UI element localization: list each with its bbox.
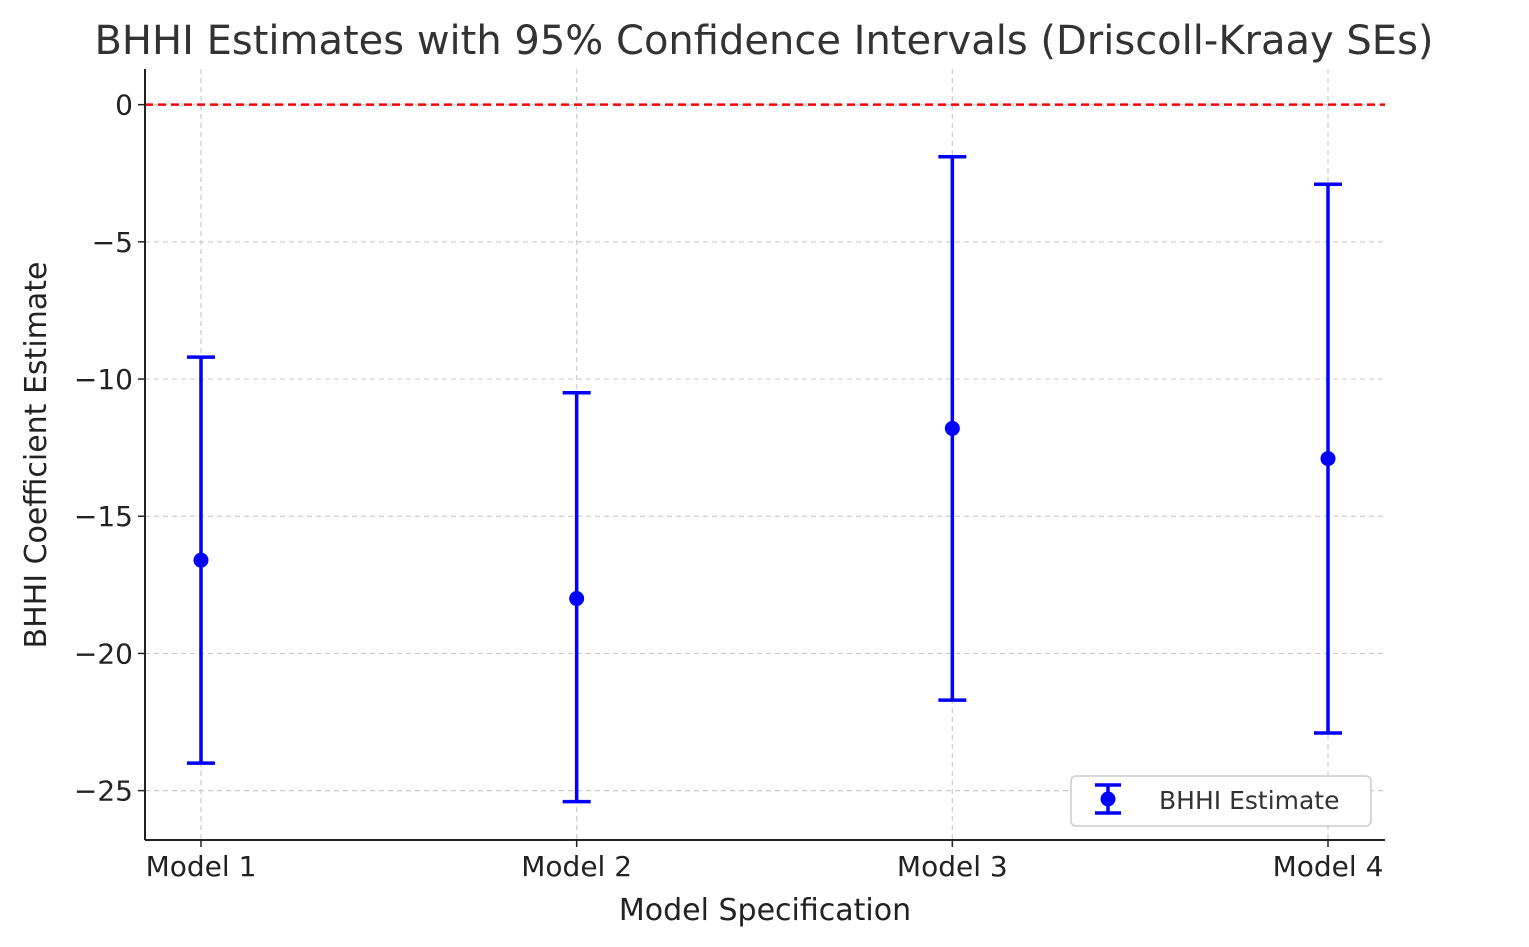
tick-layer: 0 −5 −10 −15 −20 −25 Model 1 Model 2 Model 3 Mode… [74,89,1383,883]
grid-lines [145,69,1385,840]
x-tick-label: Model 4 [1273,850,1384,883]
data-point [569,591,585,607]
chart-title: BHHI Estimates with 95% Confidence Inter… [94,18,1433,64]
data-point [193,552,209,568]
y-tick-label: −10 [74,363,133,396]
legend-marker-icon [1095,783,1121,815]
x-tick-label: Model 3 [897,850,1008,883]
data-point [1320,451,1336,467]
y-tick-label: 0 [115,89,133,122]
x-axis-title: Model Specification [619,893,911,928]
y-tick-label: −15 [74,500,133,533]
data-layer [187,155,1342,804]
y-tick-label: −5 [92,226,133,259]
x-tick-label: Model 1 [146,850,257,883]
x-tick-label: Model 2 [521,850,632,883]
legend: BHHI Estimate [1070,775,1372,827]
data-point [944,420,960,436]
y-tick-label: −25 [74,775,133,808]
y-axis-title: BHHI Coefficient Estimate [19,262,54,649]
y-tick-label: −20 [74,637,133,670]
legend-box [1070,775,1372,827]
legend-label: BHHI Estimate [1159,786,1340,815]
axes [144,69,1385,841]
